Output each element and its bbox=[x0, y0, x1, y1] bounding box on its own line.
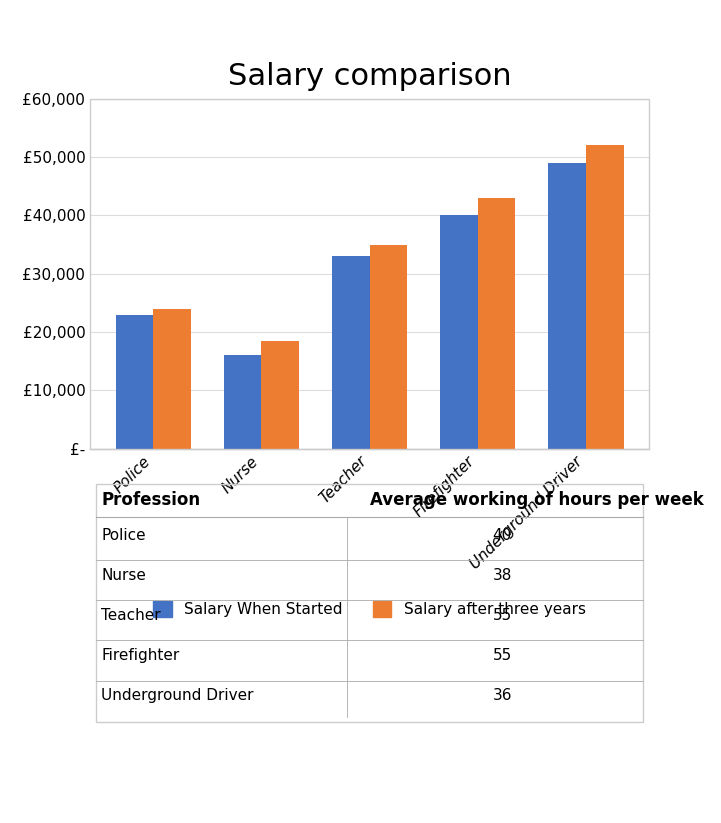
Bar bbox=[440, 216, 477, 449]
Bar bbox=[224, 356, 262, 449]
Text: 55: 55 bbox=[492, 649, 512, 663]
Bar bbox=[477, 198, 516, 449]
Text: 40: 40 bbox=[492, 528, 512, 542]
Bar bbox=[548, 163, 585, 449]
Text: Nurse: Nurse bbox=[101, 568, 146, 583]
Bar bbox=[369, 244, 407, 449]
Text: Average working of hours per week: Average working of hours per week bbox=[369, 491, 703, 509]
Bar bbox=[115, 314, 154, 449]
Bar bbox=[585, 146, 624, 449]
Bar bbox=[154, 309, 191, 449]
Text: 55: 55 bbox=[492, 608, 512, 623]
Bar bbox=[332, 256, 369, 449]
Bar bbox=[262, 341, 299, 449]
Text: 36: 36 bbox=[492, 688, 512, 704]
Text: Profession: Profession bbox=[101, 491, 200, 509]
Text: Police: Police bbox=[101, 528, 146, 542]
Title: Salary comparison: Salary comparison bbox=[228, 62, 511, 91]
Legend: Salary When Started, Salary after three years: Salary When Started, Salary after three … bbox=[147, 595, 592, 623]
Text: 38: 38 bbox=[492, 568, 512, 583]
Text: Underground Driver: Underground Driver bbox=[101, 688, 254, 704]
Text: Teacher: Teacher bbox=[101, 608, 161, 623]
Text: Firefighter: Firefighter bbox=[101, 649, 180, 663]
